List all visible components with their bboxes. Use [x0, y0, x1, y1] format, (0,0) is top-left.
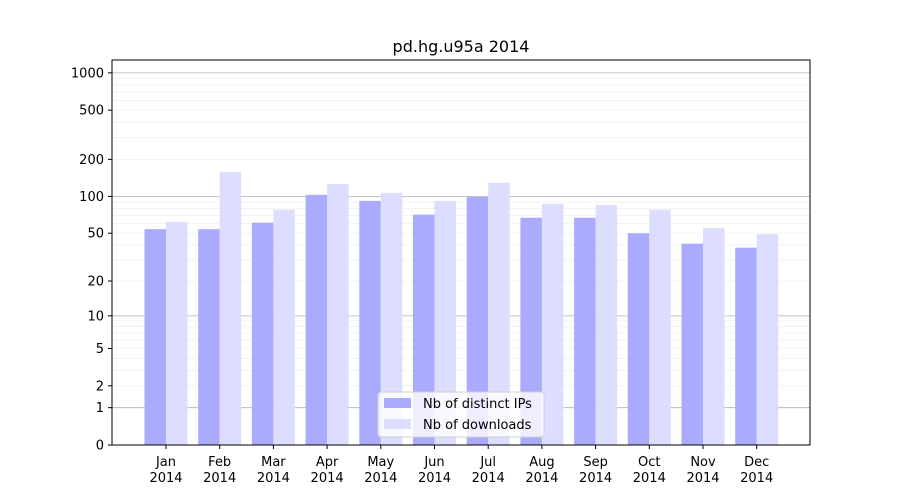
bar-downloads [273, 209, 295, 445]
bar-downloads [219, 171, 242, 445]
bar-distinct-ips [627, 233, 650, 445]
bar-downloads [434, 200, 456, 445]
legend-label: Nb of distinct IPs [423, 397, 532, 412]
x-tick-label: Jan 2014 [149, 455, 182, 486]
chart-title: pd.hg.u95a 2014 [393, 37, 530, 56]
y-tick-label: 500 [79, 104, 104, 119]
y-tick-label: 5 [96, 342, 104, 357]
bar-distinct-ips [198, 229, 220, 445]
x-tick-label: Sep 2014 [579, 455, 612, 486]
bar-distinct-ips [413, 214, 435, 445]
x-tick-label: Nov 2014 [686, 455, 719, 486]
legend-label: Nb of downloads [423, 418, 532, 433]
y-tick-label: 20 [87, 275, 104, 290]
legend-swatch [384, 419, 411, 429]
y-tick-label: 2 [96, 379, 104, 394]
plot-frame [111, 59, 811, 446]
y-tick-label: 50 [87, 227, 104, 242]
x-tick-label: Oct 2014 [633, 455, 666, 486]
bar-downloads [327, 184, 349, 446]
y-tick-label: 200 [79, 153, 104, 168]
bar-downloads [595, 205, 618, 445]
y-tick-label: 0 [96, 439, 104, 454]
bar-distinct-ips [251, 222, 274, 445]
legend-frame [377, 391, 545, 438]
bar-downloads [380, 192, 403, 445]
bar-distinct-ips [735, 247, 757, 445]
x-tick-label: May 2014 [364, 455, 397, 486]
x-tick-label: Dec 2014 [740, 455, 773, 486]
legend-swatch [384, 398, 411, 408]
y-tick-label: 1000 [71, 66, 104, 81]
bar-distinct-ips [574, 217, 596, 445]
y-tick-label: 10 [87, 309, 104, 324]
bar-downloads [703, 228, 725, 445]
x-tick-label: Feb 2014 [203, 455, 236, 486]
x-tick-label: Jun 2014 [418, 455, 451, 486]
bar-downloads [541, 203, 564, 445]
bar-distinct-ips [466, 196, 489, 445]
x-tick-label: Mar 2014 [257, 455, 290, 486]
bar-downloads [488, 182, 510, 445]
bar-distinct-ips [144, 229, 166, 445]
bar-downloads [756, 234, 779, 445]
bar-distinct-ips [305, 194, 328, 445]
legend: Nb of distinct IPs Nb of downloads [377, 391, 545, 438]
x-tick-label: Jul 2014 [472, 455, 505, 486]
bar-downloads [649, 209, 671, 445]
bar-distinct-ips [520, 217, 542, 445]
y-tick-label: 1 [96, 401, 104, 416]
y-tick-label: 100 [79, 190, 104, 205]
bar-distinct-ips [681, 243, 703, 445]
bar-distinct-ips [359, 200, 381, 445]
x-tick-label: Aug 2014 [525, 455, 558, 486]
x-tick-label: Apr 2014 [311, 455, 344, 486]
bar-downloads [166, 221, 188, 445]
